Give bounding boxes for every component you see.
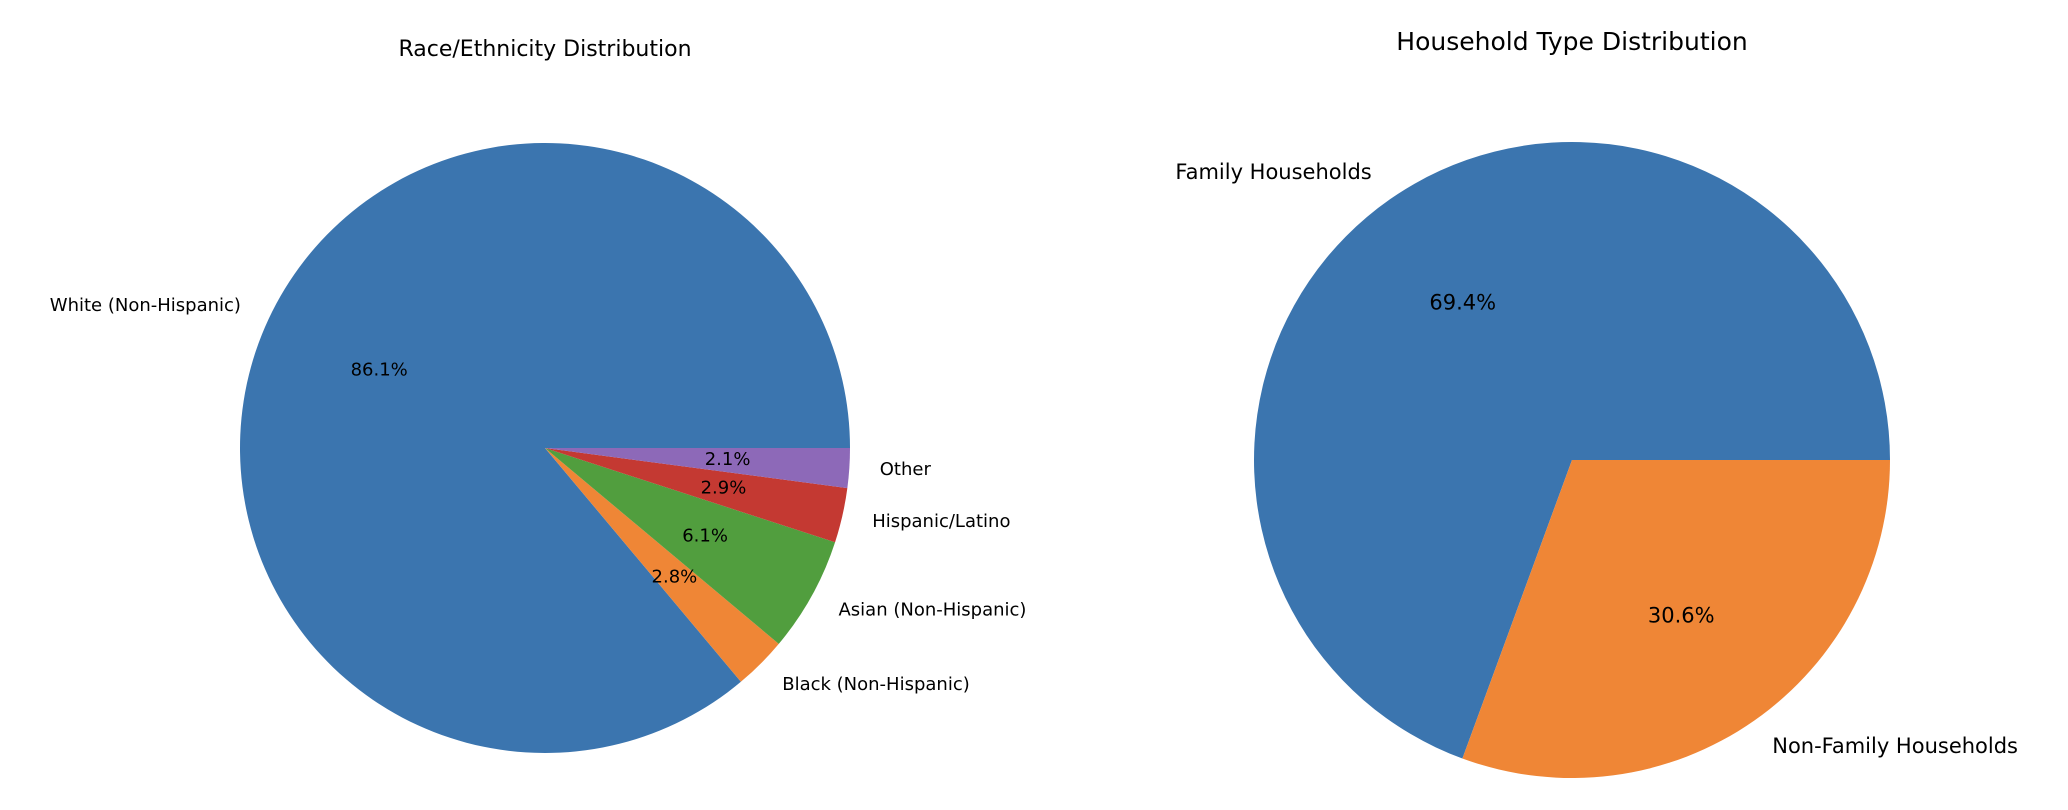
race-ethnicity-slice-other [545, 448, 850, 489]
race-ethnicity-slice-white-non-hispanic [240, 143, 851, 754]
race-ethnicity-percent-other: 2.1% [705, 449, 751, 470]
race-ethnicity-label-asian-non-hispanic: Asian (Non-Hispanic) [838, 600, 1026, 621]
household-type-label-family-households: Family Households [1175, 160, 1371, 184]
household-type-percent-family-households: 69.4% [1429, 291, 1496, 315]
household-type-slice-family-households [1253, 142, 1890, 759]
race-ethnicity-slices [240, 143, 851, 754]
household-type-label-non-family-households: Non-Family Households [1772, 734, 2018, 758]
race-ethnicity-pie-chart: Race/Ethnicity Distribution White (Non-H… [50, 37, 1027, 754]
household-type-pie-chart: Household Type Distribution Family House… [1175, 27, 2018, 778]
race-ethnicity-label-hispanic-latino: Hispanic/Latino [872, 511, 1010, 532]
household-type-slice-non-family-households [1462, 460, 1890, 778]
household-type-percent-non-family-households: 30.6% [1648, 603, 1715, 627]
race-ethnicity-label-other: Other [880, 459, 932, 480]
household-type-labels: Family Households 69.4% Non-Family Househo… [1175, 160, 2018, 758]
race-ethnicity-label-black-non-hispanic: Black (Non-Hispanic) [782, 674, 970, 695]
household-type-chart-title: Household Type Distribution [1396, 27, 1747, 56]
race-ethnicity-percent-white-non-hispanic: 86.1% [351, 360, 408, 381]
race-ethnicity-percent-asian-non-hispanic: 6.1% [682, 526, 728, 547]
race-ethnicity-slice-hispanic-latino [545, 448, 848, 543]
race-ethnicity-percent-hispanic-latino: 2.9% [701, 477, 747, 498]
household-type-slices [1253, 142, 1890, 778]
race-ethnicity-chart-title: Race/Ethnicity Distribution [398, 37, 691, 62]
race-ethnicity-percent-black-non-hispanic: 2.8% [652, 566, 698, 587]
race-ethnicity-labels: White (Non-Hispanic) 86.1% Black (Non-Hisp… [50, 295, 1027, 695]
race-ethnicity-slice-asian-non-hispanic [545, 448, 836, 644]
race-ethnicity-label-white-non-hispanic: White (Non-Hispanic) [50, 295, 241, 316]
race-ethnicity-slice-black-non-hispanic [545, 448, 779, 682]
